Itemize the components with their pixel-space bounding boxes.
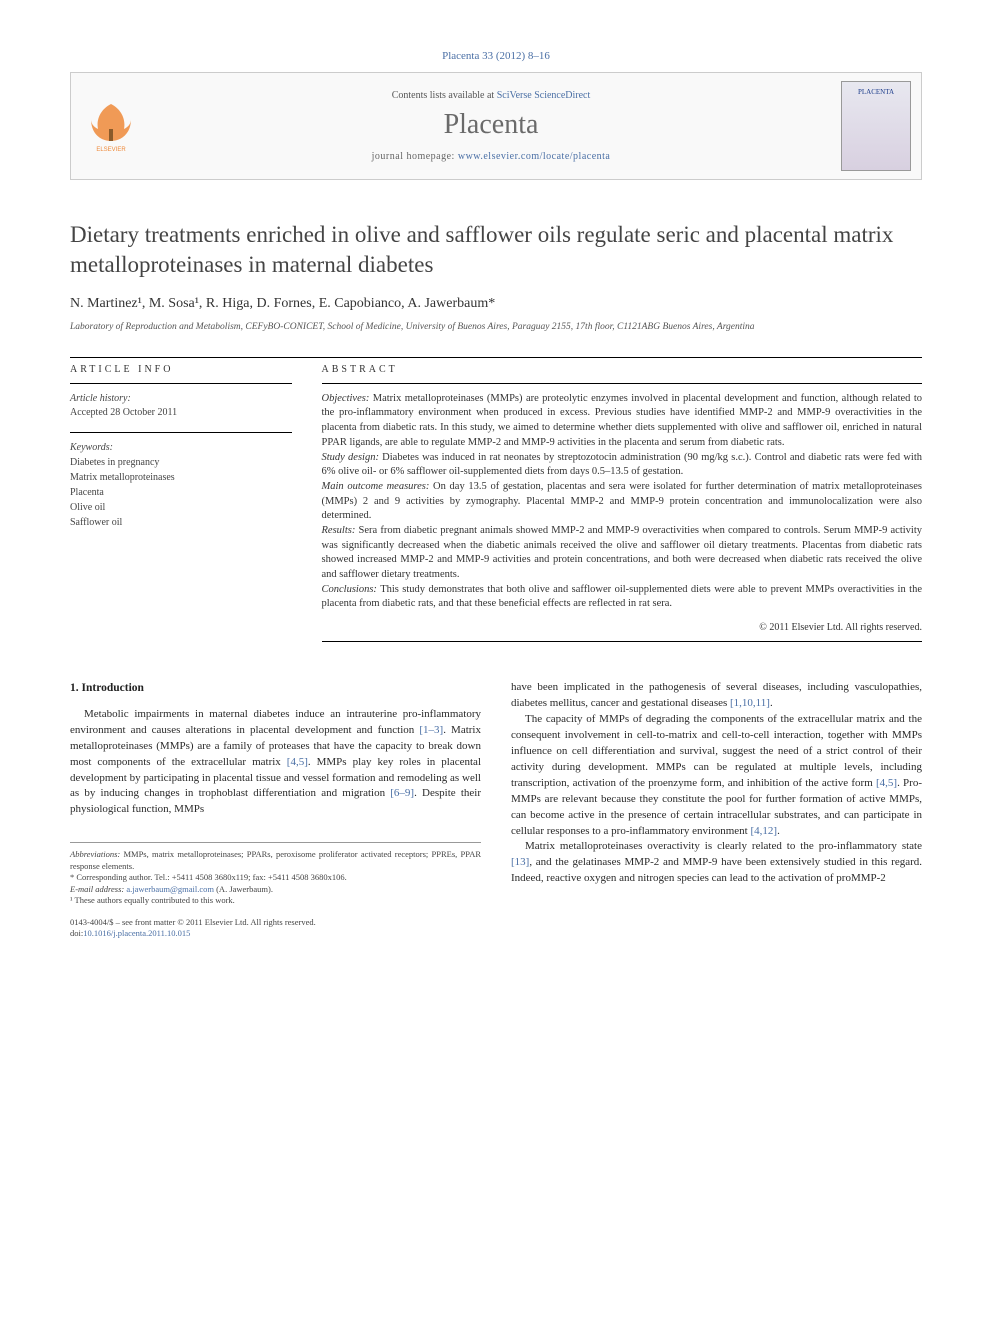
body-column-left: 1. Introduction Metabolic impairments in… — [70, 680, 481, 939]
equal-contribution-line: ¹ These authors equally contributed to t… — [70, 895, 481, 906]
keywords-label: Keywords: — [70, 441, 292, 455]
article-info-heading: ARTICLE INFO — [70, 364, 292, 375]
abbrev-text: MMPs, matrix metalloproteinases; PPARs, … — [70, 849, 481, 870]
abbrev-label: Abbreviations: — [70, 849, 120, 859]
intro-paragraph-1: Metabolic impairments in maternal diabet… — [70, 707, 481, 819]
intro-text-4b: , and the gelatinases MMP-2 and MMP-9 ha… — [511, 856, 922, 884]
front-matter-line: 0143-4004/$ – see front matter © 2011 El… — [70, 917, 481, 928]
study-design-label: Study design: — [322, 452, 379, 463]
ref-link[interactable]: [4,5] — [287, 756, 308, 768]
citation-header: Placenta 33 (2012) 8–16 — [70, 50, 922, 62]
homepage-prefix: journal homepage: — [372, 151, 458, 162]
ref-link[interactable]: [6–9] — [390, 787, 414, 799]
affiliation: Laboratory of Reproduction and Metabolis… — [70, 322, 922, 332]
ref-link[interactable]: [4,12] — [750, 825, 777, 837]
intro-paragraph-1-cont: have been implicated in the pathogenesis… — [511, 680, 922, 712]
abstract-body: Objectives: Matrix metalloproteinases (M… — [322, 392, 922, 612]
elsevier-tree-logo: ELSEVIER — [86, 99, 136, 154]
keyword-item: Diabetes in pregnancy — [70, 456, 292, 470]
results-text: Sera from diabetic pregnant animals show… — [322, 525, 922, 580]
email-label: E-mail address: — [70, 884, 126, 894]
footer-meta: 0143-4004/$ – see front matter © 2011 El… — [70, 917, 481, 939]
abstract-rule — [322, 383, 922, 384]
intro-text-3c: . — [777, 825, 780, 837]
doi-prefix: doi: — [70, 928, 83, 938]
info-rule-1 — [70, 383, 292, 384]
conclusions-label: Conclusions: — [322, 584, 377, 595]
intro-text-2b: . — [770, 697, 773, 709]
svg-text:ELSEVIER: ELSEVIER — [96, 147, 126, 153]
measures-label: Main outcome measures: — [322, 481, 430, 492]
email-link[interactable]: a.jawerbaum@gmail.com — [126, 884, 214, 894]
results-label: Results: — [322, 525, 356, 536]
keyword-item: Placenta — [70, 486, 292, 500]
body-columns: 1. Introduction Metabolic impairments in… — [70, 680, 922, 939]
keyword-item: Matrix metalloproteinases — [70, 471, 292, 485]
doi-link[interactable]: 10.1016/j.placenta.2011.10.015 — [83, 928, 190, 938]
body-column-right: have been implicated in the pathogenesis… — [511, 680, 922, 939]
homepage-link[interactable]: www.elsevier.com/locate/placenta — [458, 151, 611, 162]
keyword-item: Safflower oil — [70, 516, 292, 530]
cover-thumb-label: PLACENTA — [858, 88, 894, 96]
article-history-date: Accepted 28 October 2011 — [70, 406, 292, 420]
sciencedirect-link[interactable]: SciVerse ScienceDirect — [497, 90, 591, 101]
ref-link[interactable]: [1–3] — [419, 724, 443, 736]
info-rule-2 — [70, 432, 292, 433]
ref-link[interactable]: [13] — [511, 856, 529, 868]
intro-text-2a: have been implicated in the pathogenesis… — [511, 681, 922, 709]
objectives-label: Objectives: — [322, 393, 370, 404]
journal-name: Placenta — [151, 109, 831, 141]
author-list: N. Martinez¹, M. Sosa¹, R. Higa, D. Forn… — [70, 296, 922, 312]
intro-paragraph-3: Matrix metalloproteinases overactivity i… — [511, 839, 922, 887]
top-rule — [70, 357, 922, 358]
intro-text-4a: Matrix metalloproteinases overactivity i… — [525, 840, 922, 852]
contents-prefix: Contents lists available at — [392, 90, 497, 101]
journal-cover-area: PLACENTA — [831, 73, 921, 179]
objectives-text: Matrix metalloproteinases (MMPs) are pro… — [322, 393, 922, 448]
footnotes-block: Abbreviations: MMPs, matrix metalloprote… — [70, 842, 481, 906]
journal-header-box: ELSEVIER Contents lists available at Sci… — [70, 72, 922, 180]
intro-paragraph-2: The capacity of MMPs of degrading the co… — [511, 712, 922, 840]
ref-link[interactable]: [1,10,11] — [730, 697, 770, 709]
article-history-label: Article history: — [70, 392, 292, 406]
article-title: Dietary treatments enriched in olive and… — [70, 220, 922, 280]
study-design-text: Diabetes was induced in rat neonates by … — [322, 452, 922, 478]
introduction-heading: 1. Introduction — [70, 680, 481, 697]
conclusions-text: This study demonstrates that both olive … — [322, 584, 922, 610]
abstract-copyright: © 2011 Elsevier Ltd. All rights reserved… — [322, 622, 922, 633]
journal-homepage-line: journal homepage: www.elsevier.com/locat… — [151, 151, 831, 162]
journal-cover-thumbnail: PLACENTA — [841, 81, 911, 171]
email-line: E-mail address: a.jawerbaum@gmail.com (A… — [70, 884, 481, 895]
article-info-column: ARTICLE INFO Article history: Accepted 2… — [70, 364, 292, 650]
abstract-bottom-rule — [322, 641, 922, 642]
doi-line: doi:10.1016/j.placenta.2011.10.015 — [70, 928, 481, 939]
email-suffix: (A. Jawerbaum). — [214, 884, 273, 894]
corresponding-author-line: * Corresponding author. Tel.: +5411 4508… — [70, 872, 481, 883]
intro-text-3a: The capacity of MMPs of degrading the co… — [511, 713, 922, 789]
abstract-heading: ABSTRACT — [322, 364, 922, 375]
abstract-column: ABSTRACT Objectives: Matrix metalloprote… — [322, 364, 922, 650]
ref-link[interactable]: [4,5] — [876, 777, 897, 789]
keyword-item: Olive oil — [70, 501, 292, 515]
abbreviations-line: Abbreviations: MMPs, matrix metalloprote… — [70, 849, 481, 872]
publisher-logo-area: ELSEVIER — [71, 73, 151, 179]
contents-available-line: Contents lists available at SciVerse Sci… — [151, 90, 831, 101]
